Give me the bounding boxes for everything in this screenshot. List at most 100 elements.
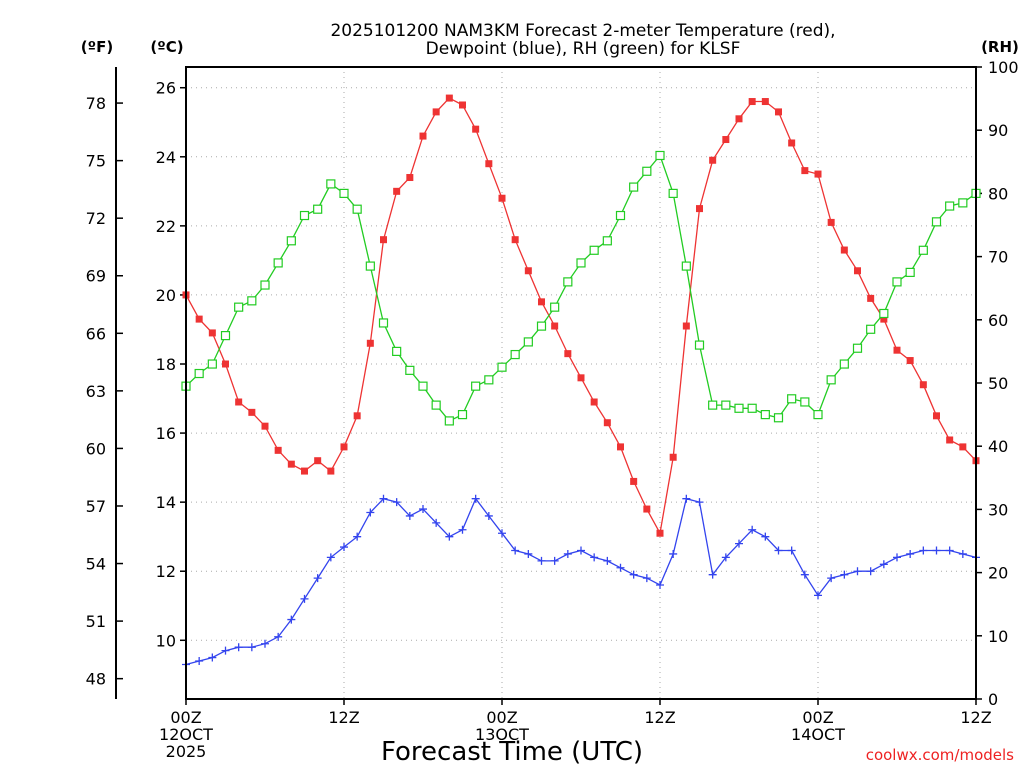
rh-tick-label: 30 (988, 500, 1008, 519)
dewpoint-point (721, 553, 730, 562)
temperature-point (314, 457, 322, 465)
temperature-point (511, 236, 519, 244)
plot-border (185, 66, 977, 700)
temperature-point (208, 329, 216, 337)
rh-point (550, 302, 560, 312)
rh-point (839, 359, 849, 369)
temperature-point (801, 167, 809, 175)
dewpoint-point (313, 574, 322, 583)
x-tick-label: 14OCT (791, 725, 845, 744)
temperature-point (722, 136, 730, 144)
x-tick-label: 00Z (170, 708, 201, 727)
temperature-point (222, 360, 229, 368)
rh-point (536, 321, 547, 331)
dewpoint-point (405, 511, 414, 520)
dewpoint-point (511, 546, 520, 555)
dewpoint-point (748, 525, 757, 534)
dewpoint-point (419, 505, 427, 514)
dewpoint-point (326, 553, 335, 562)
rh-point (313, 204, 323, 214)
rh-point (247, 296, 257, 306)
rh-point (879, 308, 889, 319)
dewpoint-point (919, 546, 928, 555)
temperature-point (472, 125, 480, 133)
gridlines (186, 67, 976, 699)
dewpoint-line (185, 497, 977, 666)
rh-point (589, 245, 599, 255)
dewpoint-point (550, 556, 559, 565)
temperature-point (551, 322, 559, 330)
rh-point (760, 410, 770, 420)
x-tick-label: 13OCT (475, 725, 529, 744)
celsius-tick-label: 26 (156, 79, 176, 98)
dewpoint-point (379, 494, 388, 503)
rh-point (721, 400, 731, 410)
dewpoint-point (603, 556, 612, 565)
dewpoint-point (682, 494, 691, 503)
rh-point (207, 359, 217, 369)
rh-point (694, 340, 705, 350)
temperature-point (248, 408, 256, 416)
title-line-1: 2025101200 NAM3KM Forecast 2-meter Tempe… (330, 21, 835, 41)
dewpoint-point (563, 549, 572, 558)
dewpoint-point (274, 632, 283, 641)
temperature-point (603, 419, 611, 427)
temperature-point (235, 398, 243, 406)
celsius-tick-label: 16 (156, 424, 176, 443)
rh-point (194, 368, 204, 379)
dewpoint-point (787, 546, 796, 555)
temperature-point (327, 467, 335, 475)
temperature-point (761, 98, 769, 106)
dewpoint-point (893, 553, 901, 562)
dewpoint-point (827, 574, 836, 583)
rh-point (510, 349, 520, 360)
rh-point (747, 403, 757, 413)
rh-point (918, 245, 928, 255)
dewpoint-point (708, 570, 717, 579)
rh-tick-label: 100 (988, 58, 1019, 77)
dewpoint-point (340, 543, 348, 552)
rh-point (602, 236, 612, 246)
axis-units: (ºF) (ºC) (RH) (81, 38, 1019, 56)
temperature-point (261, 422, 269, 430)
temperature-point (393, 187, 401, 195)
series-temperature (182, 94, 980, 537)
fahrenheit-tick-label: 51 (86, 612, 106, 631)
rh-tick-label: 50 (988, 374, 1008, 393)
dewpoint-point (208, 653, 217, 662)
fahrenheit-tick-label: 66 (86, 324, 106, 343)
dewpoint-point (840, 570, 849, 579)
fahrenheit-tick-label: 78 (86, 94, 106, 113)
dewpoint-point (800, 570, 809, 579)
temperature-point (775, 108, 782, 116)
celsius-tick-label: 14 (156, 493, 176, 512)
rh-unit-label: (RH) (981, 38, 1019, 56)
dewpoint-point (814, 591, 822, 600)
rh-tick-label: 40 (988, 437, 1008, 456)
rh-tick-label: 80 (988, 184, 1008, 203)
temperature-point (459, 101, 466, 109)
temperature-point (630, 477, 638, 485)
dewpoint-point (195, 657, 204, 666)
celsius-tick-label: 10 (156, 631, 176, 650)
x-axis-label: Forecast Time (UTC) (381, 737, 643, 767)
dewpoint-point (761, 532, 770, 541)
dewpoint-point (669, 549, 678, 558)
rh-point (813, 410, 823, 420)
dewpoint-point (774, 546, 783, 555)
dewpoint-point (261, 639, 269, 648)
rh-point (800, 397, 810, 407)
temperature-point (854, 267, 861, 275)
temperature-point (366, 339, 374, 347)
temperature-point (735, 115, 743, 123)
rh-point (852, 343, 863, 353)
temperature-point (669, 453, 677, 461)
temperature-point (524, 267, 532, 275)
rh-tick-label: 90 (988, 121, 1008, 140)
x-tick-label: 12Z (960, 708, 991, 727)
rh-point (457, 410, 468, 420)
rh-point (787, 394, 797, 404)
celsius-tick-label: 22 (156, 217, 176, 236)
rh-point (299, 210, 310, 221)
